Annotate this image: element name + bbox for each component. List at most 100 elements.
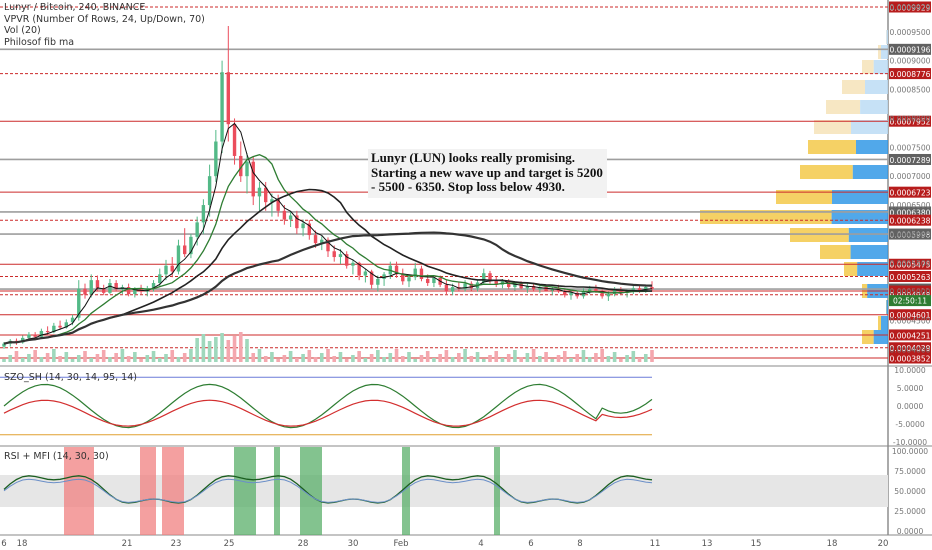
candle-body [382, 274, 386, 279]
time-axis-label: 25 [224, 539, 235, 549]
volume-bar [344, 359, 349, 362]
volume-bar [214, 337, 218, 362]
candle-body [245, 161, 249, 177]
szo-tick-label: 5.0000 [897, 384, 924, 393]
candle-body [444, 284, 449, 292]
level-price-label: 0.0003852 [889, 354, 930, 363]
candle-body [170, 265, 174, 272]
volume-bar [469, 356, 474, 362]
volume-bar [189, 349, 193, 362]
price-axis-tick-label: 0.0008500 [889, 86, 930, 95]
szo-pane-label[interactable]: SZO_SH (14, 30, 14, 95, 14) [4, 372, 137, 383]
candle-body [506, 281, 511, 288]
rsi-highlight-band [162, 447, 184, 535]
candle-body [270, 199, 274, 203]
volume-bar [58, 356, 62, 362]
szo-tick-label: 10.0000 [894, 366, 926, 375]
annotation-note[interactable]: Lunyr (LUN) looks really promising. Star… [368, 149, 607, 198]
level-price-label: 0.0006380 [889, 208, 930, 217]
volume-bar [394, 349, 399, 362]
level-price-label: 0.0005998 [889, 230, 930, 239]
level-price-tag [889, 186, 931, 198]
volume-profile-up-bar [848, 228, 888, 242]
rsi-highlight-band [140, 447, 156, 535]
candle-body [463, 283, 467, 289]
volume-bar [643, 354, 648, 362]
candle-body [525, 285, 530, 289]
volume-bar [39, 357, 44, 362]
volume-profile-up-bar [860, 100, 888, 114]
level-price-tag [889, 271, 931, 283]
candle-body [376, 278, 380, 285]
moving-average-line [3, 231, 653, 345]
candle-body [220, 72, 224, 142]
chart-legend: Lunyr / Bitcoin, 240, BINANCE VPVR (Numb… [4, 2, 205, 48]
level-price-label: 0.0007952 [889, 117, 930, 126]
volume-bar [101, 350, 106, 362]
candle-body [133, 288, 137, 295]
candle-body [207, 176, 212, 206]
countdown-tag [889, 295, 931, 307]
price-axis-tick-label: 0.0009929 [889, 3, 930, 12]
volume-bar [64, 352, 69, 362]
volume-bar [89, 358, 94, 362]
volume-bar [382, 357, 386, 362]
candle-body [338, 254, 343, 258]
volume-bar [301, 354, 305, 362]
volume-bar [550, 359, 555, 362]
time-axis-label: 18 [17, 539, 28, 549]
candle-body [394, 265, 399, 275]
candle-body [450, 287, 455, 292]
candle-body [77, 288, 81, 318]
candle-body [407, 277, 411, 282]
volume-bar [133, 352, 137, 362]
candle-body [251, 161, 255, 197]
volume-bar [500, 358, 505, 362]
volume-profile-up-bar [851, 120, 888, 134]
volume-bar [307, 350, 312, 362]
candle-body [612, 289, 617, 295]
volume-profile-down-bar [842, 80, 865, 94]
legend-vol[interactable]: Vol (20) [4, 25, 41, 36]
candle-body [419, 268, 424, 279]
legend-vpvr[interactable]: VPVR (Number Of Rows, 24, Up/Down, 70) [4, 13, 205, 25]
time-axis-label: 6 [528, 539, 533, 549]
level-price-label: 0.0004601 [889, 311, 930, 320]
volume-bar [245, 339, 249, 362]
rsi-pane-label[interactable]: RSI + MFI (14, 30, 30) [4, 451, 109, 462]
candle-body [151, 283, 156, 289]
volume-bar [108, 357, 112, 362]
price-axis-tick-label: 0.0009000 [889, 57, 930, 66]
legend-fib[interactable]: Philosof fib ma [4, 36, 75, 48]
volume-bar [600, 349, 604, 362]
note-line-2: Starting a new wave up and target is 520… [371, 164, 603, 180]
candle-body [313, 235, 318, 244]
level-price-label: 0.0009196 [889, 46, 930, 55]
volume-bar [463, 349, 467, 362]
volume-bar [369, 354, 374, 362]
volume-bar [531, 349, 536, 362]
candle-body [594, 288, 598, 292]
candle-body [33, 334, 37, 337]
volume-bar [263, 356, 268, 362]
countdown-label: 02:50:11 [893, 296, 927, 305]
candle-body [425, 278, 430, 284]
candle-body [301, 223, 305, 229]
level-price-label: 0.0004029 [889, 344, 930, 353]
volume-bar [120, 349, 125, 362]
volume-bar [220, 333, 224, 362]
volume-bar [407, 352, 411, 362]
volume-profile-up-bar [865, 80, 888, 94]
candle-body [70, 317, 75, 323]
rsi-tick-label: 50.0000 [894, 487, 926, 496]
volume-bar [170, 350, 175, 362]
volume-bar [625, 355, 629, 362]
level-price-label: 0.0009929 [889, 3, 930, 12]
candle-body [432, 277, 436, 284]
legend-symbol[interactable]: Lunyr / Bitcoin, 240, BINANCE [4, 2, 146, 13]
candle-body [544, 287, 548, 291]
volume-bar [33, 350, 37, 362]
volume-profile-down-bar [862, 60, 874, 74]
price-axis-tick-label: 0.0007000 [889, 172, 930, 181]
